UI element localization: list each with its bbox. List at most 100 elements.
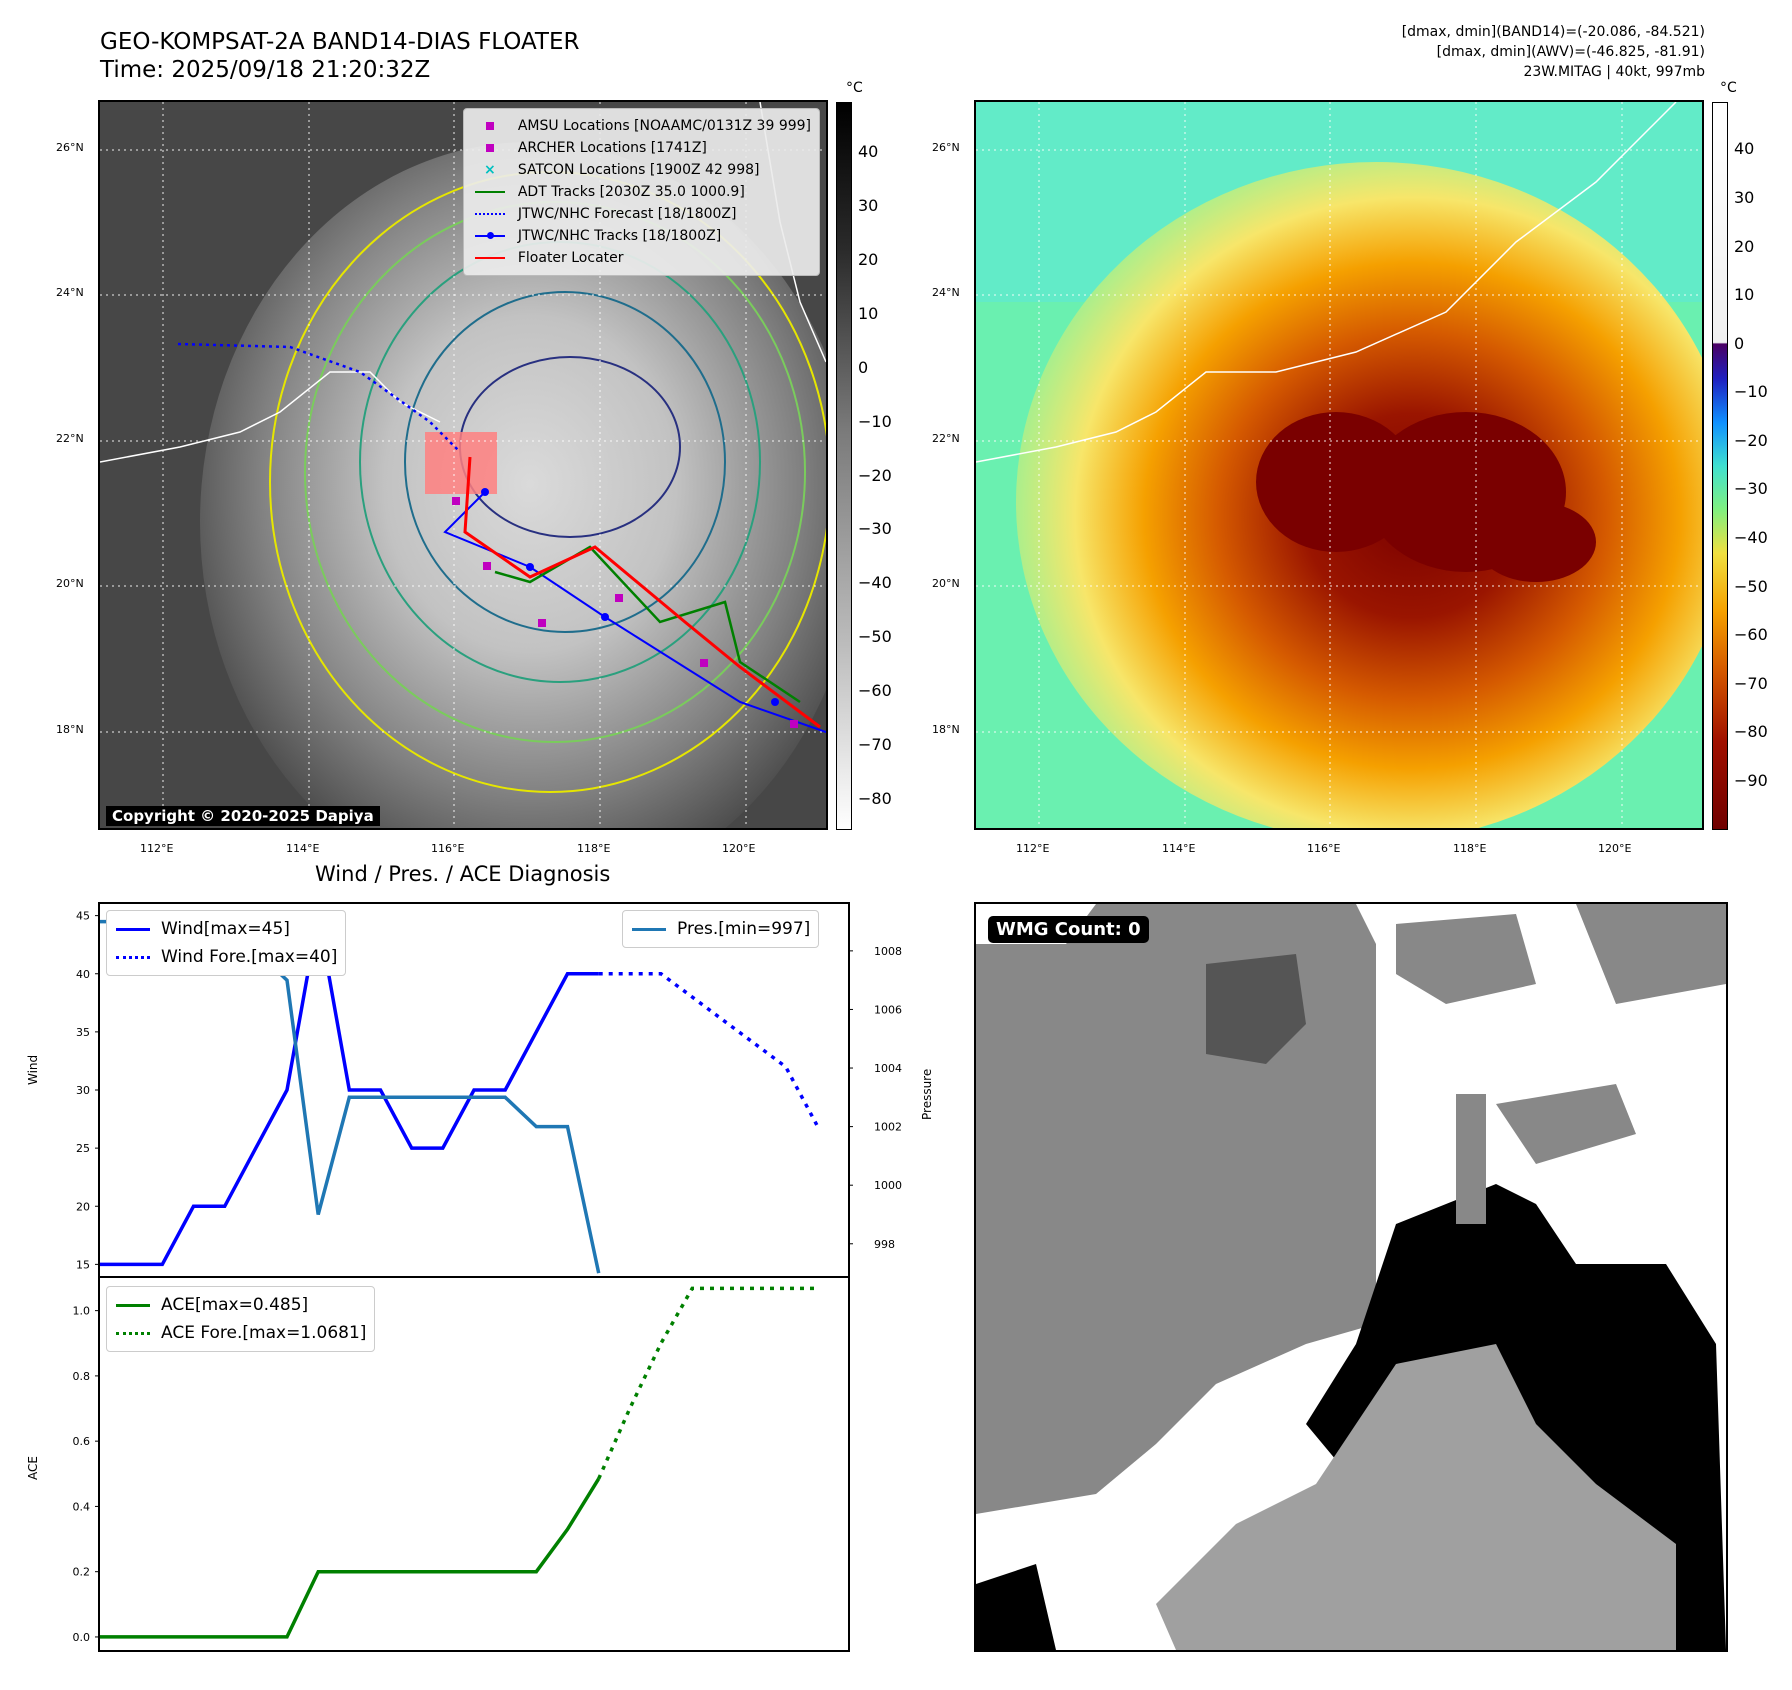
lat-label: 22°N (932, 432, 960, 445)
legend-item-amsu: AMSU Locations [NOAAMC/0131Z 39 999] (472, 115, 811, 137)
legend-item-satcon: × SATCON Locations [1900Z 42 998] (472, 159, 811, 181)
awv-colorbar (1712, 102, 1728, 830)
y-tick-label: 45 (76, 910, 90, 923)
colorbar-tick-label: 40 (1734, 139, 1755, 159)
figure-title: GEO-KOMPSAT-2A BAND14-DIAS FLOATER (100, 29, 580, 55)
colorbar-tick-label: −60 (858, 681, 892, 701)
legend-label: SATCON Locations [1900Z 42 998] (517, 162, 760, 178)
legend-item-adt: ADT Tracks [2030Z 35.0 1000.9] (472, 181, 811, 203)
colorbar-tick-label: −90 (1734, 770, 1768, 790)
pressure-legend: Pres.[min=997] (622, 910, 820, 948)
y2-tick-label: 1000 (874, 1179, 902, 1192)
lon-label: 114°E (286, 842, 320, 855)
figure-time: Time: 2025/09/18 21:20:32Z (100, 57, 431, 83)
legend-label: ACE Fore.[max=1.0681] (161, 1323, 367, 1343)
y-tick-label: 0.6 (73, 1435, 91, 1448)
colorbar-tick-label: −30 (858, 519, 892, 539)
awv-colorbar-unit: °C (1720, 80, 1737, 96)
legend-label: Wind[max=45] (161, 919, 290, 939)
colorbar-tick-label: −70 (1734, 673, 1768, 693)
dotted-line-icon (116, 1331, 150, 1335)
y-tick-label: 35 (76, 1026, 90, 1039)
legend-item-floater: Floater Locater (472, 247, 811, 269)
colorbar-tick-label: 20 (858, 250, 879, 270)
wmg-image (976, 904, 1726, 1650)
awv-map-panel (974, 100, 1704, 830)
lon-label: 114°E (1162, 842, 1196, 855)
colorbar-tick-label: −70 (858, 734, 892, 754)
lon-label: 112°E (140, 842, 174, 855)
y2-tick-label: 1004 (874, 1062, 902, 1075)
lat-label: 18°N (932, 723, 960, 736)
y-tick-label: 15 (76, 1258, 90, 1271)
x-marker-icon: × (483, 162, 496, 178)
ace-legend: ACE[max=0.485] ACE Fore.[max=1.0681] (106, 1286, 376, 1352)
lon-label: 120°E (722, 842, 756, 855)
lat-label: 20°N (932, 577, 960, 590)
y-tick-label: 0.8 (73, 1370, 91, 1383)
colorbar-tick-label: −20 (858, 465, 892, 485)
colorbar-tick-label: 20 (1734, 236, 1755, 256)
wind-legend: Wind[max=45] Wind Fore.[max=40] (106, 910, 347, 976)
y2-tick-label: 1008 (874, 945, 902, 958)
y-tick-label: 30 (76, 1084, 90, 1097)
legend-item-ace: ACE[max=0.485] (115, 1291, 366, 1319)
colorbar-tick-label: −20 (1734, 430, 1768, 450)
line-marker-icon (474, 191, 505, 193)
legend-item-wind-forecast: Wind Fore.[max=40] (115, 943, 337, 971)
colorbar-tick-label: 10 (858, 303, 879, 323)
meta-storm-info: 23W.MITAG | 40kt, 997mb (1523, 64, 1705, 80)
line-dot-icon (474, 232, 505, 239)
lat-label: 26°N (56, 141, 84, 154)
copyright-badge: Copyright © 2020-2025 Dapiya (106, 806, 380, 826)
y2-tick-label: 998 (874, 1238, 895, 1251)
dotted-line-icon (116, 955, 150, 959)
y-tick-label: 25 (76, 1142, 90, 1155)
y2-tick-label: 1006 (874, 1003, 902, 1016)
colorbar-tick-label: −80 (858, 788, 892, 808)
legend-label: JTWC/NHC Forecast [18/1800Z] (517, 206, 737, 222)
legend-item-archer: ARCHER Locations [1741Z] (472, 137, 811, 159)
colorbar-tick-label: 10 (1734, 285, 1755, 305)
colorbar-tick-label: −10 (858, 411, 892, 431)
ir-legend: AMSU Locations [NOAAMC/0131Z 39 999] ARC… (462, 108, 820, 276)
lon-label: 118°E (1453, 842, 1487, 855)
lat-label: 20°N (56, 577, 84, 590)
colorbar-tick-label: −50 (1734, 576, 1768, 596)
lon-label: 112°E (1016, 842, 1050, 855)
diagnosis-title: Wind / Pres. / ACE Diagnosis (315, 862, 611, 886)
lon-label: 120°E (1598, 842, 1632, 855)
colorbar-tick-label: −80 (1734, 722, 1768, 742)
y2-tick-label: 1002 (874, 1121, 902, 1134)
legend-label: ACE[max=0.485] (161, 1295, 309, 1315)
ace-axis-label: ACE (26, 1456, 40, 1480)
colorbar-tick-label: 40 (858, 142, 879, 162)
legend-label: AMSU Locations [NOAAMC/0131Z 39 999] (517, 118, 811, 134)
legend-item-ace-forecast: ACE Fore.[max=1.0681] (115, 1319, 366, 1347)
pressure-axis-label: Pressure (920, 1068, 934, 1120)
awv-map-image (976, 102, 1702, 828)
square-marker-icon (485, 122, 494, 130)
colorbar-tick-label: 0 (1734, 333, 1745, 353)
colorbar-tick-label: 30 (1734, 188, 1755, 208)
y-tick-label: 0.4 (73, 1500, 91, 1513)
lat-label: 24°N (932, 286, 960, 299)
line-marker-icon (116, 927, 150, 931)
colorbar-tick-label: −50 (858, 627, 892, 647)
meta-awv-range: [dmax, dmin](AWV)=(-46.825, -81.91) (1436, 44, 1705, 60)
ace-chart-frame (98, 1276, 850, 1652)
colorbar-tick-label: −40 (1734, 528, 1768, 548)
legend-label: ARCHER Locations [1741Z] (517, 140, 707, 156)
line-marker-icon (632, 927, 666, 931)
lat-label: 18°N (56, 723, 84, 736)
square-marker-icon (485, 144, 494, 152)
legend-label: Pres.[min=997] (677, 919, 811, 939)
colorbar-tick-label: −40 (858, 573, 892, 593)
wmg-panel: WMG Count: 0 (974, 902, 1728, 1652)
legend-item-pressure: Pres.[min=997] (631, 915, 810, 943)
lat-label: 22°N (56, 432, 84, 445)
y-tick-label: 20 (76, 1200, 90, 1213)
y-tick-label: 0.2 (73, 1566, 91, 1579)
legend-item-wind: Wind[max=45] (115, 915, 337, 943)
ir-map-panel: AMSU Locations [NOAAMC/0131Z 39 999] ARC… (98, 100, 828, 830)
